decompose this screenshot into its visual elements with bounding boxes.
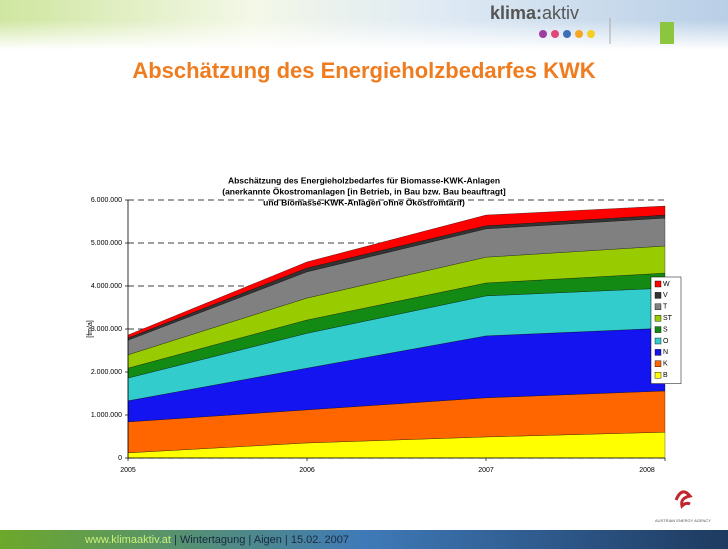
legend-swatch [654, 349, 662, 356]
footer-band [0, 530, 728, 549]
legend-swatch [654, 360, 662, 367]
y-tick-label: 3.000.000 [91, 326, 122, 333]
agency-name: AUSTRIAN ENERGY AGENCY [655, 518, 711, 523]
x-tick-label: 2008 [639, 467, 655, 474]
legend-label: B [663, 372, 668, 379]
y-tick-label: 4.000.000 [91, 283, 122, 290]
x-tick-label: 2005 [120, 467, 136, 474]
slide-heading: Abschätzung des Energieholzbedarfes KWK [132, 58, 595, 83]
y-tick-label: 2.000.000 [91, 369, 122, 376]
logo: klima:aktiv [490, 3, 579, 23]
y-tick-label: 0 [118, 455, 122, 462]
initiative-logo [660, 22, 674, 44]
legend-label: ST [663, 315, 673, 322]
legend-label: N [663, 349, 668, 356]
legend-swatch [654, 326, 662, 333]
y-tick-label: 5.000.000 [91, 240, 122, 247]
footer-url: www.klimaaktiv.at [84, 534, 171, 546]
logo-bold: klima: [490, 3, 542, 23]
area [127, 205, 666, 339]
header-fade [0, 20, 728, 50]
y-tick-label: 6.000.000 [91, 197, 122, 204]
x-tick-label: 2006 [299, 467, 315, 474]
legend-label: S [663, 326, 668, 333]
chart-title-line: (anerkannte Ökostromanlagen [in Betrieb,… [222, 186, 506, 196]
legend-label: T [663, 304, 668, 311]
agency-logo [674, 490, 693, 509]
legend-swatch [654, 292, 662, 299]
logo-dots [539, 30, 595, 38]
legend-swatch [654, 337, 662, 345]
chart-title-line: und Biomasse-KWK-Anlagen ohne Ökostromta… [263, 197, 465, 207]
legend-label: W [663, 281, 670, 288]
chart-title: Abschätzung des Energieholzbedarfes für … [222, 175, 506, 207]
y-tick-label: 1.000.000 [91, 412, 122, 419]
legend-swatch [654, 303, 662, 310]
legend-label: O [663, 338, 669, 345]
footer-text: | Wintertagung | Aigen | 15.02. 2007 [171, 534, 349, 546]
x-tick-label: 2007 [478, 467, 494, 474]
legend-label: V [663, 292, 668, 299]
logo-light: aktiv [542, 3, 579, 23]
footer: www.klimaaktiv.at | Wintertagung | Aigen… [84, 534, 349, 546]
chart-title-line: Abschätzung des Energieholzbedarfes für … [228, 175, 500, 185]
plot: 0 1.000.000 2.000.000 3.000.000 4.000.000 5.0… [91, 197, 666, 474]
legend-label: K [663, 361, 668, 368]
legend-swatch [654, 280, 662, 288]
legend-swatch [654, 372, 662, 379]
y-axis-label: [fm/a] [87, 320, 94, 338]
legend-swatch [654, 315, 662, 322]
